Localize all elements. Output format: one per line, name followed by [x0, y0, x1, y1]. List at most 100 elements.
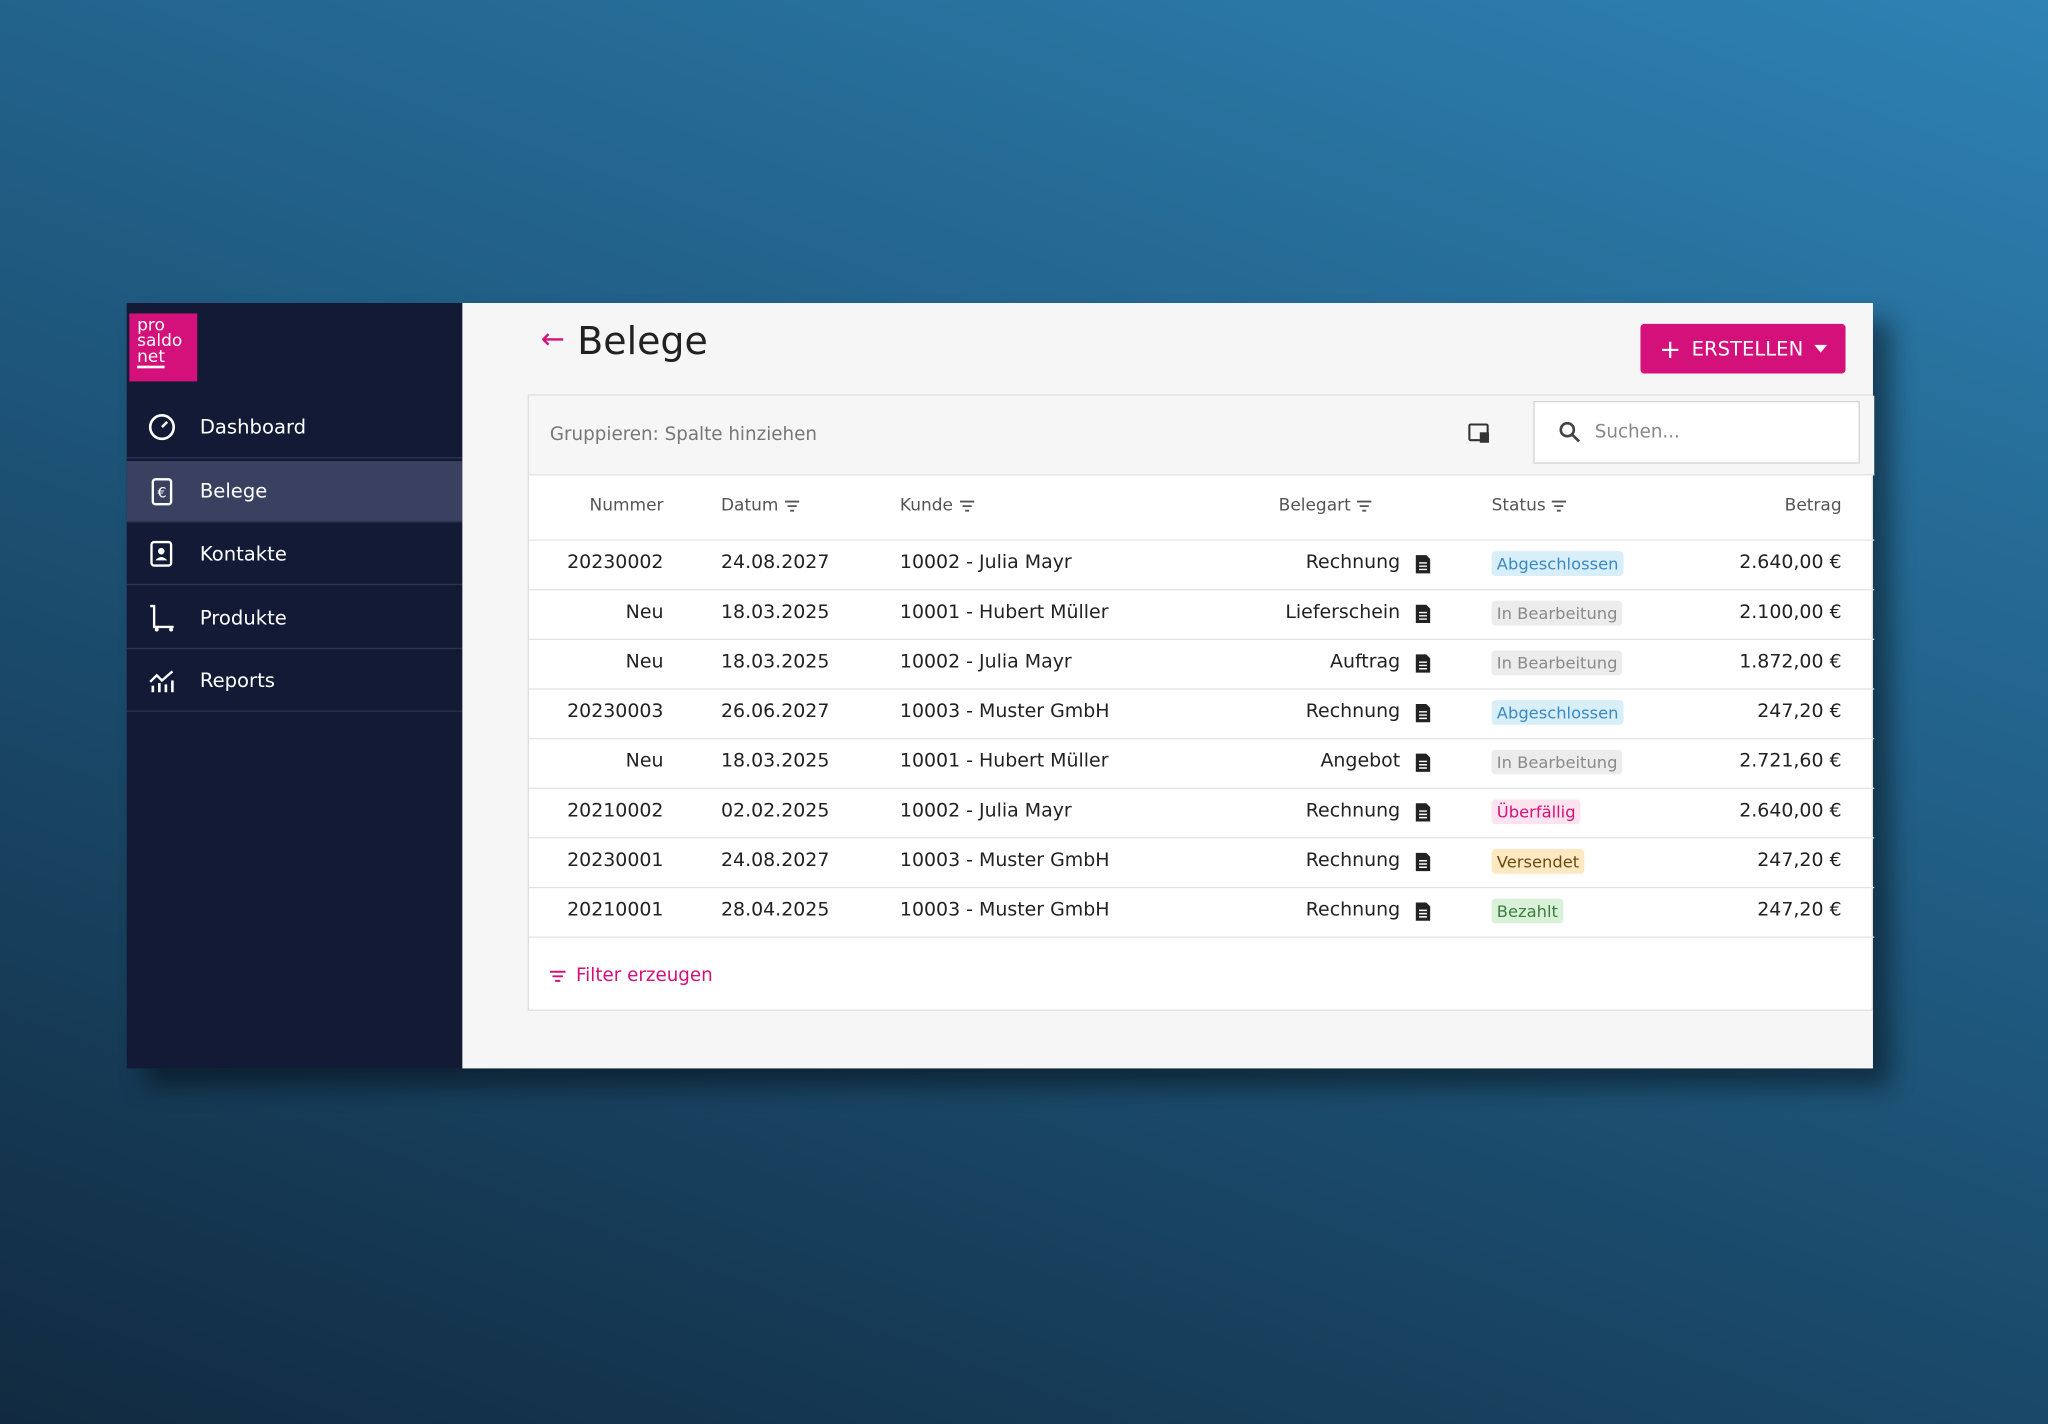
- cell-text: 18.03.2025: [720, 751, 830, 772]
- column-filter-icon: [959, 500, 974, 512]
- page-title: Belege: [577, 318, 708, 364]
- doc-type-icon: [1415, 852, 1431, 872]
- filter-label: Filter erzeugen: [575, 965, 713, 987]
- cell-text: Rechnung: [1305, 552, 1401, 574]
- nav-label: Belege: [199, 478, 268, 503]
- cell-text: 1.872,00 €: [1739, 651, 1842, 673]
- filter-icon: [549, 970, 566, 982]
- cell-text: Rechnung: [1305, 899, 1401, 921]
- cell-text: 247,20 €: [1757, 899, 1842, 921]
- svg-text:€: €: [157, 485, 166, 501]
- grid-card: Gruppieren: Spalte hinziehen Suchen... F…: [527, 394, 1875, 1011]
- doc-type-icon: [1415, 803, 1431, 822]
- cell-text: 20230001: [567, 850, 664, 872]
- doc-type-icon: [1415, 703, 1431, 723]
- column-header[interactable]: Betrag: [1785, 496, 1842, 516]
- nav-item[interactable]: Produkte: [126, 587, 463, 649]
- search-icon: [1559, 421, 1580, 443]
- group-hint: Gruppieren: Spalte hinziehen: [549, 424, 817, 446]
- cell-text: Neu: [625, 751, 664, 772]
- status-badge: In Bearbeitung: [1491, 650, 1623, 676]
- nav-label: Dashboard: [199, 415, 307, 439]
- nav-icon: [148, 414, 176, 441]
- column-filter-icon: [784, 500, 800, 512]
- doc-type-icon: [1415, 604, 1431, 624]
- cell-text: 20210002: [567, 800, 664, 822]
- column-chooser[interactable]: [1468, 422, 1492, 446]
- status-badge: Abgeschlossen: [1491, 551, 1624, 576]
- nav-item[interactable]: Dashboard: [126, 397, 463, 459]
- cell-text: 247,20 €: [1757, 701, 1842, 723]
- column-header[interactable]: Status: [1492, 496, 1567, 516]
- status-badge: In Bearbeitung: [1491, 749, 1623, 775]
- nav-icon: [150, 604, 174, 631]
- nav-item[interactable]: € Belege: [126, 460, 463, 522]
- cell-text: 10003 - Muster GmbH: [899, 701, 1110, 723]
- cell-text: 10003 - Muster GmbH: [899, 899, 1110, 921]
- cell-text: Angebot: [1320, 751, 1401, 772]
- sidebar: pro saldo net Dashboard € Belege Kontakte Pr…: [126, 303, 463, 1069]
- nav-icon: €: [151, 477, 173, 505]
- nav-label: Kontakte: [199, 542, 287, 566]
- cell-text: 02.02.2025: [720, 800, 830, 822]
- cell-text: 10001 - Hubert Müller: [899, 602, 1109, 624]
- cell-text: 18.03.2025: [720, 651, 830, 673]
- cell-text: 20210001: [567, 899, 664, 921]
- column-header[interactable]: Datum: [721, 496, 800, 516]
- cell-text: 2.640,00 €: [1739, 800, 1842, 822]
- app-window: pro saldo net Dashboard € Belege Kontakte Pr…: [126, 303, 1875, 1069]
- logo-line: pro: [137, 316, 165, 336]
- filter-link[interactable]: Filter erzeugen: [549, 965, 713, 987]
- status-badge: Versendet: [1491, 848, 1585, 874]
- column-header[interactable]: Kunde: [900, 496, 974, 516]
- cell-text: Auftrag: [1329, 651, 1401, 673]
- status-badge: Überfällig: [1491, 799, 1581, 825]
- row-line: [528, 787, 1875, 789]
- cell-text: 20230002: [567, 552, 664, 574]
- cell-text: Rechnung: [1305, 800, 1401, 822]
- column-title: Status: [1491, 496, 1546, 516]
- logo[interactable]: pro saldo net: [129, 313, 198, 382]
- cell-text: 10002 - Julia Mayr: [899, 651, 1072, 673]
- button-label: ERSTELLEN: [1691, 336, 1804, 361]
- row-line: [528, 936, 1875, 938]
- cell-text: 28.04.2025: [720, 899, 830, 921]
- status-badge: In Bearbeitung: [1491, 600, 1623, 626]
- nav-label: Reports: [199, 668, 275, 693]
- cell-text: 20230003: [567, 701, 664, 723]
- toolbar: Gruppieren: Spalte hinziehen Suchen...: [528, 395, 1875, 476]
- column-header[interactable]: Nummer: [590, 496, 664, 516]
- column-title: Nummer: [589, 496, 664, 516]
- cell-text: 2.721,60 €: [1739, 751, 1842, 772]
- back-arrow[interactable]: ←: [540, 323, 565, 357]
- doc-type-icon: [1415, 753, 1431, 772]
- cell-text: 26.06.2027: [720, 701, 830, 723]
- doc-type-icon: [1415, 654, 1431, 673]
- cell-text: Neu: [625, 602, 664, 624]
- search-placeholder: Suchen...: [1594, 421, 1680, 443]
- nav-item[interactable]: Kontakte: [126, 524, 463, 586]
- create-button[interactable]: + ERSTELLEN: [1640, 323, 1846, 374]
- logo-line: saldo: [137, 331, 183, 352]
- column-filter-icon: [1552, 500, 1567, 512]
- status-badge: Abgeschlossen: [1491, 700, 1624, 725]
- row-line: [528, 837, 1875, 839]
- cell-text: 10002 - Julia Mayr: [899, 800, 1072, 822]
- nav-icon: [150, 540, 173, 567]
- header-line: [528, 539, 1875, 541]
- nav-item[interactable]: Reports: [126, 650, 463, 712]
- search-box[interactable]: Suchen...: [1533, 400, 1860, 464]
- column-header[interactable]: Belegart: [1279, 496, 1372, 516]
- row-line: [528, 886, 1875, 889]
- doc-type-icon: [1415, 902, 1431, 921]
- column-title: Betrag: [1784, 496, 1842, 516]
- cell-text: Rechnung: [1305, 850, 1401, 872]
- nav-label: Produkte: [199, 605, 287, 629]
- row-line: [528, 737, 1875, 740]
- plus-icon: +: [1659, 333, 1682, 365]
- nav-icon: [149, 670, 174, 693]
- column-title: Belegart: [1278, 496, 1351, 516]
- cell-text: 2.100,00 €: [1739, 602, 1842, 624]
